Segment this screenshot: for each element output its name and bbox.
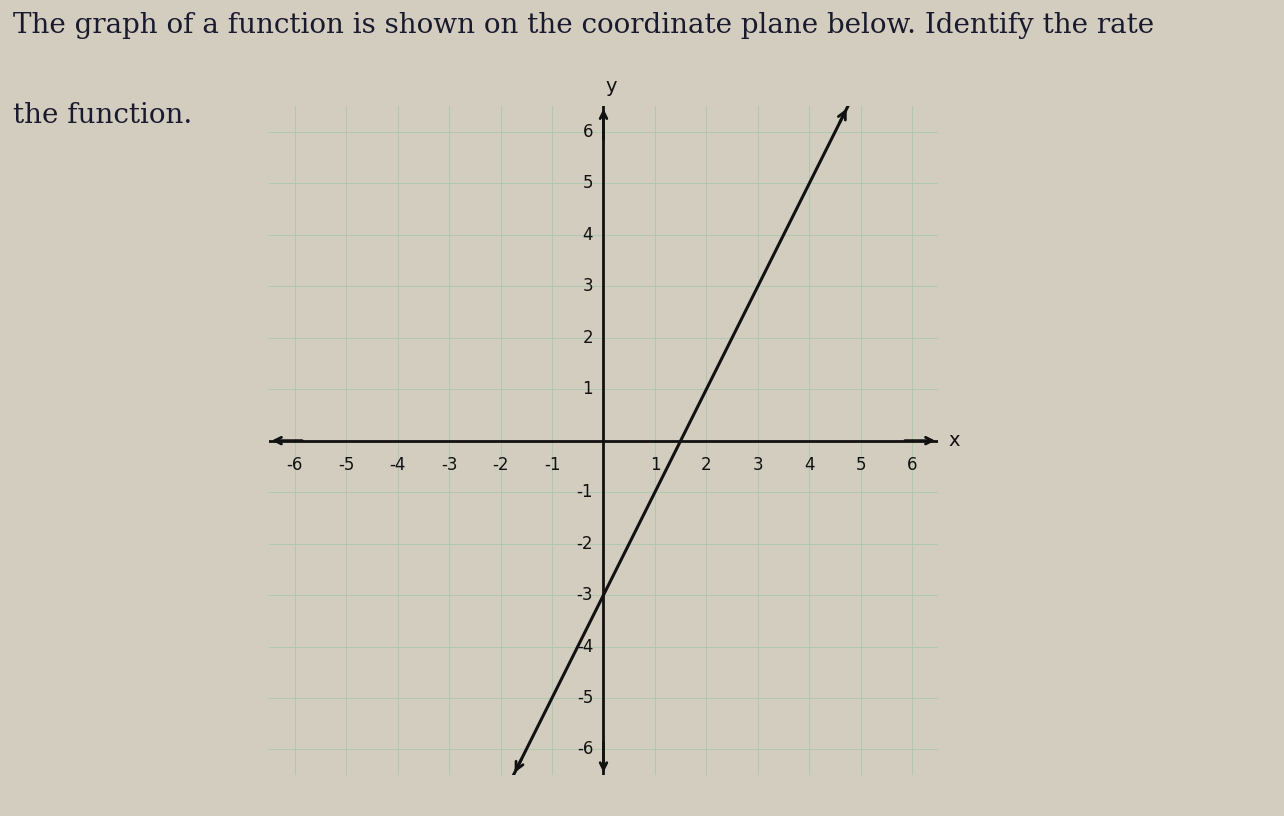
Text: -1: -1 (577, 483, 593, 501)
Text: -4: -4 (577, 637, 593, 655)
Text: The graph of a function is shown on the coordinate plane below. Identify the rat: The graph of a function is shown on the … (13, 12, 1154, 39)
Text: the function.: the function. (13, 102, 193, 129)
Text: 4: 4 (583, 226, 593, 244)
Text: -2: -2 (492, 456, 508, 474)
Text: -6: -6 (577, 740, 593, 758)
Text: -6: -6 (286, 456, 303, 474)
Text: y: y (606, 77, 616, 95)
Text: -5: -5 (338, 456, 354, 474)
Text: -3: -3 (440, 456, 457, 474)
Text: 6: 6 (583, 123, 593, 141)
Text: -4: -4 (389, 456, 406, 474)
Text: -1: -1 (543, 456, 560, 474)
Text: 3: 3 (752, 456, 763, 474)
Text: 2: 2 (701, 456, 711, 474)
Text: -3: -3 (577, 586, 593, 604)
Text: x: x (949, 431, 960, 450)
Text: -5: -5 (577, 689, 593, 707)
Text: 6: 6 (907, 456, 918, 474)
Text: 1: 1 (583, 380, 593, 398)
Text: 3: 3 (583, 277, 593, 295)
Text: 1: 1 (650, 456, 660, 474)
Text: 4: 4 (804, 456, 814, 474)
Text: -2: -2 (577, 534, 593, 552)
Text: 5: 5 (855, 456, 867, 474)
Text: 5: 5 (583, 175, 593, 193)
Text: 2: 2 (583, 329, 593, 347)
